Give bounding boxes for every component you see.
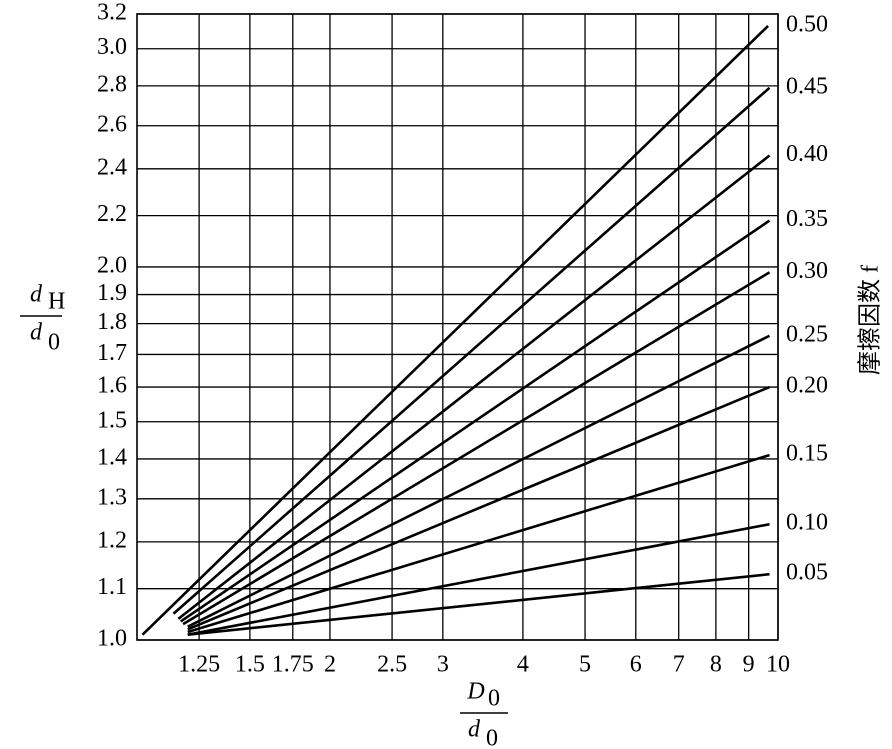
series-line — [141, 24, 769, 636]
y-tick-label: 1.9 — [97, 280, 127, 306]
y-tick-label: 2.0 — [97, 252, 127, 278]
y-tick-label: 3.0 — [97, 34, 127, 60]
y-tick-label: 1.2 — [97, 527, 127, 553]
y-tick-label: 1.1 — [97, 574, 127, 600]
series-label: 0.40 — [786, 141, 828, 167]
y-tick-label: 1.8 — [97, 309, 127, 335]
y-tick-label: 1.6 — [97, 373, 127, 399]
series-label: 0.20 — [786, 373, 828, 399]
x-tick-label: 6 — [630, 652, 642, 678]
series-line — [172, 86, 771, 615]
y-tick-label: 2.4 — [97, 154, 127, 180]
y-tick-label: 1.3 — [97, 484, 127, 510]
y-tick-label: 1.4 — [97, 444, 127, 470]
x-tick-label: 1.5 — [235, 652, 265, 678]
y-label-den: d — [30, 320, 43, 346]
series-line — [187, 572, 770, 636]
series-line — [179, 219, 771, 623]
x-tick-label: 10 — [766, 652, 790, 678]
series-label: 0.35 — [786, 206, 828, 232]
x-tick-label: 8 — [710, 652, 722, 678]
series-line — [187, 453, 770, 634]
y-tick-label: 2.8 — [97, 71, 127, 97]
y-tick-label: 1.5 — [97, 407, 127, 433]
x-tick-label: 2 — [324, 652, 336, 678]
y-tick-label: 2.2 — [97, 201, 127, 227]
series-line — [182, 271, 771, 626]
series-label: 0.45 — [786, 73, 828, 99]
x-tick-label: 9 — [743, 652, 755, 678]
series-label: 0.10 — [786, 510, 828, 536]
x-tick-label: 2.5 — [377, 652, 407, 678]
y-label-num-sub: H — [48, 289, 65, 315]
series-label: 0.25 — [786, 321, 828, 347]
x-tick-label: 4 — [517, 652, 529, 678]
series-line — [187, 522, 770, 636]
y-label-den-sub: 0 — [48, 330, 60, 356]
y-tick-label: 2.6 — [97, 111, 127, 137]
x-tick-label: 3 — [437, 652, 449, 678]
series-line — [187, 334, 771, 628]
series-line — [187, 385, 771, 631]
x-label-den: d — [468, 717, 481, 743]
x-label-num-sub: 0 — [488, 686, 500, 712]
x-label-den-sub: 0 — [486, 726, 498, 749]
series-label: 0.05 — [786, 560, 828, 586]
y-label-num: d — [30, 282, 43, 308]
x-label-num: D — [466, 679, 484, 705]
y-tick-label: 1.7 — [97, 340, 127, 366]
y2-label: 摩擦因数 f — [857, 265, 884, 375]
x-tick-label: 7 — [673, 652, 685, 678]
y-tick-label: 3.2 — [97, 0, 127, 26]
series-line — [177, 154, 771, 620]
series-label: 0.15 — [786, 441, 828, 467]
series-label: 0.30 — [786, 258, 828, 284]
x-tick-label: 5 — [579, 652, 591, 678]
x-tick-label: 1.25 — [178, 652, 220, 678]
series-label: 0.50 — [786, 11, 828, 37]
x-tick-label: 1.75 — [272, 652, 314, 678]
y-tick-label: 1.0 — [97, 626, 127, 652]
